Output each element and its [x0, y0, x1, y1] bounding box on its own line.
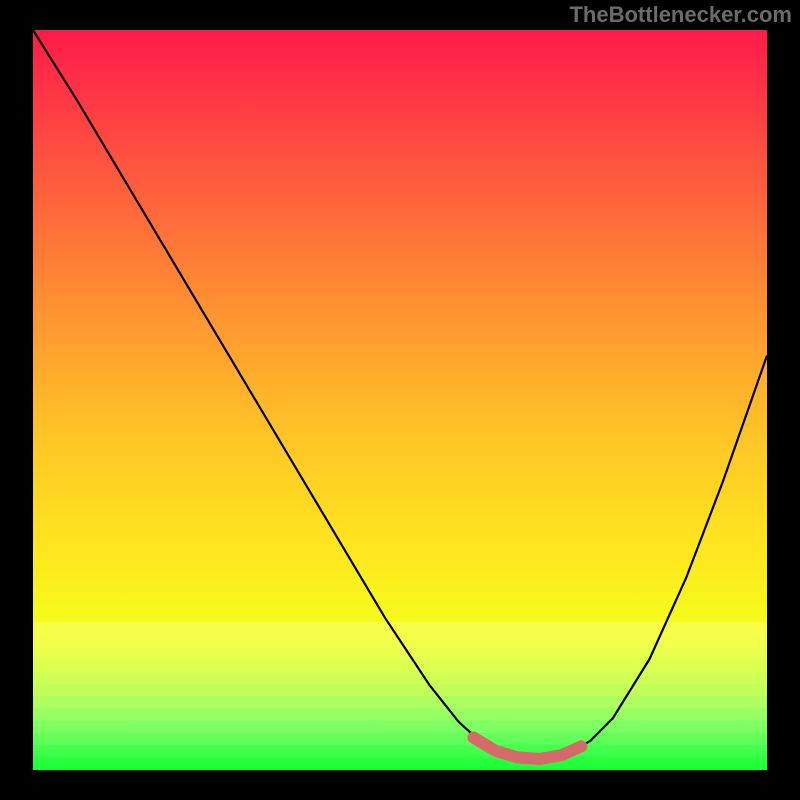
chart-container: TheBottlenecker.com [0, 0, 800, 800]
attribution-text: TheBottlenecker.com [569, 2, 792, 28]
bottleneck-curve-chart [33, 30, 767, 770]
